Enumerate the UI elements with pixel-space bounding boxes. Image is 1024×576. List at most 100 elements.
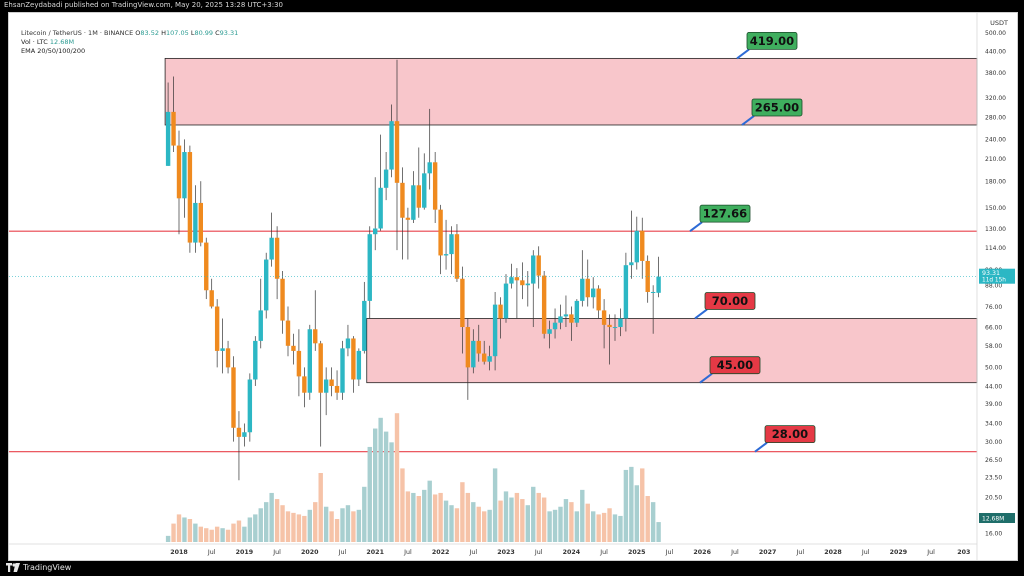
- volume-value: 12.68M: [49, 38, 75, 46]
- volume-bar: [416, 496, 421, 542]
- candle-body: [591, 288, 596, 298]
- x-tick-label: Jul: [795, 549, 804, 556]
- volume-bar: [432, 494, 438, 542]
- volume-bar: [547, 511, 552, 542]
- y-tick-label: 50.00: [985, 365, 1002, 372]
- candle-body: [438, 209, 443, 256]
- volume-bar: [394, 413, 400, 542]
- y-tick-label: 23.50: [985, 474, 1002, 481]
- callout-box: [709, 356, 761, 375]
- volume-bar: [171, 523, 176, 542]
- volume-bar: [274, 499, 280, 542]
- volume-bar: [607, 508, 612, 542]
- volume-bar: [264, 502, 269, 542]
- candle-body: [580, 278, 585, 301]
- volume-bar: [618, 515, 623, 542]
- callout-box: [746, 31, 798, 50]
- volume-bar: [454, 508, 460, 542]
- volume-bar: [525, 505, 530, 542]
- candle-body: [629, 262, 634, 266]
- candle-body: [367, 234, 372, 301]
- volume-bar: [563, 499, 569, 542]
- volume-bar: [383, 431, 389, 542]
- candle-body: [514, 277, 520, 281]
- volume-bar: [236, 520, 242, 542]
- candle-body: [552, 322, 558, 330]
- ohlc-open: 83.52: [140, 29, 160, 37]
- candles-layer: [165, 59, 661, 481]
- x-tick-label: 2020: [301, 549, 319, 556]
- volume-bar: [225, 529, 231, 542]
- candle-body: [389, 121, 394, 170]
- candle-body: [623, 265, 629, 319]
- callout-label: 265.00: [755, 100, 799, 114]
- volume-bar: [558, 506, 563, 542]
- volume-bar: [242, 526, 247, 542]
- volume-bar: [373, 428, 378, 542]
- callout-label: 419.00: [750, 34, 794, 48]
- x-tick-label: Jul: [861, 549, 870, 556]
- volume-bar: [591, 511, 596, 542]
- volume-bar: [585, 503, 590, 542]
- volume-bar: [323, 506, 329, 542]
- candle-body: [351, 338, 356, 380]
- candle-body: [318, 343, 323, 393]
- callout-arrow: [736, 48, 750, 60]
- volume-bar: [460, 482, 465, 542]
- candle-body: [634, 230, 639, 263]
- candle-body: [323, 379, 329, 393]
- chart-panel[interactable]: 419.00 265.00 127.66 70.00 45.00 28.00 USDT 16…: [8, 12, 1018, 561]
- legend-panel: Litecoin / TetherUS · 1M · BINANCE O83.5…: [21, 29, 238, 56]
- y-tick-label: 16.00: [985, 530, 1002, 537]
- candle-body: [236, 427, 242, 437]
- y-tick-label: 39.00: [985, 401, 1002, 408]
- volume-bar: [623, 469, 629, 542]
- volume-bar: [476, 506, 481, 542]
- candle-body: [449, 234, 454, 255]
- candle-body: [165, 111, 171, 166]
- candle-body: [171, 111, 176, 146]
- volume-bar: [449, 505, 454, 542]
- callout-arrow: [694, 308, 708, 320]
- ohlc-high: 107.05: [165, 29, 189, 37]
- candle-body: [612, 327, 618, 329]
- y-tick-label: 30.00: [985, 439, 1002, 446]
- volume-bar: [356, 509, 362, 542]
- volume-bar: [367, 446, 372, 542]
- x-tick-label: Jul: [730, 549, 739, 556]
- candle-body: [460, 278, 465, 328]
- volume-bar: [198, 526, 203, 542]
- axes-layer: USDT16.0018.0020.5023.5026.5030.0034.003…: [9, 13, 1015, 560]
- candle-body: [531, 255, 536, 284]
- candle-body: [563, 314, 569, 317]
- candle-body: [264, 259, 269, 311]
- volume-bar: [405, 491, 411, 542]
- candle-body: [509, 277, 514, 284]
- candle-body: [280, 278, 285, 321]
- x-tick-label: Jul: [403, 549, 412, 556]
- volume-bar: [193, 523, 198, 542]
- ohlc-low: 80.99: [194, 29, 214, 37]
- callout-box: [704, 292, 756, 310]
- volume-bar: [253, 514, 258, 542]
- volume-bar: [541, 497, 547, 542]
- volume-bar: [340, 508, 345, 542]
- candle-body: [503, 283, 509, 319]
- volume-bar: [503, 491, 509, 542]
- candle-body: [225, 348, 231, 368]
- volume-row: Vol · LTC 12.68M: [21, 38, 238, 47]
- volume-bar: [580, 489, 585, 542]
- callout-label: 28.00: [772, 427, 808, 441]
- candle-body: [596, 288, 601, 311]
- callout-arrow: [754, 441, 768, 453]
- candle-body: [536, 255, 541, 276]
- candle-body: [291, 345, 296, 351]
- volume-bar: [182, 517, 187, 542]
- volume-bar: [302, 515, 307, 542]
- y-tick-label: 440.00: [985, 49, 1006, 56]
- volume-bar: [351, 511, 356, 542]
- candle-body: [253, 340, 258, 380]
- price-chart[interactable]: 419.00 265.00 127.66 70.00 45.00 28.00 USDT 16…: [9, 13, 1017, 560]
- candle-body: [198, 202, 203, 243]
- y-tick-label: 280.00: [985, 114, 1006, 121]
